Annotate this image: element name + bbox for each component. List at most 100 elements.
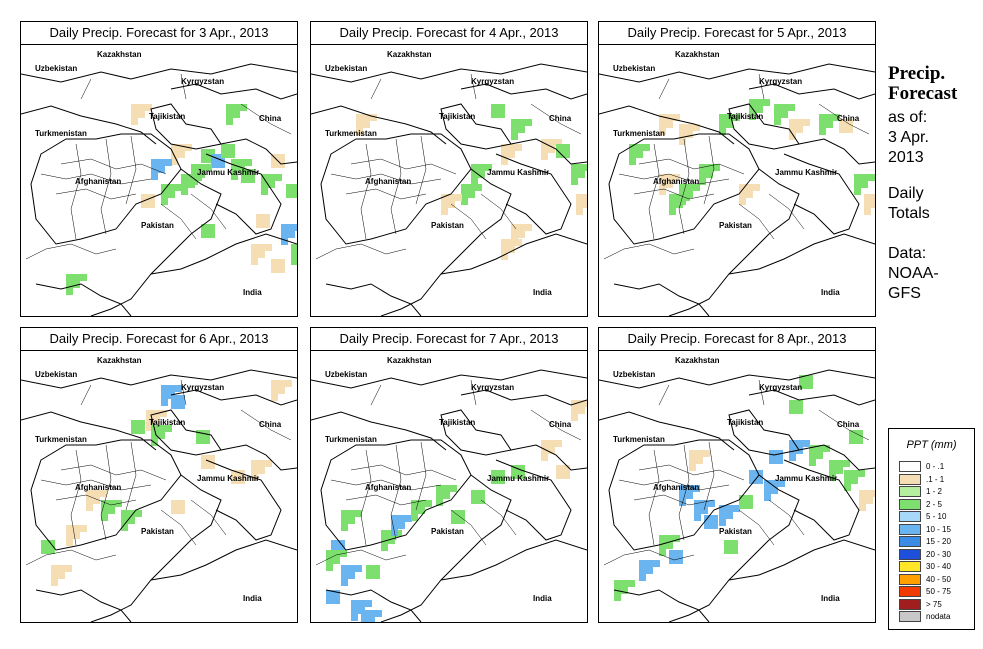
coast — [35, 283, 132, 316]
precip-cell — [391, 515, 398, 522]
precip-cell — [201, 224, 208, 231]
precip-cell — [331, 540, 338, 547]
precip-cell — [356, 114, 363, 121]
precip-cell — [789, 440, 796, 447]
border-pakistan — [90, 168, 222, 316]
label-china: China — [837, 114, 860, 123]
forecast-map: Kazakhstan Uzbekistan Kyrgyzstan Tajikis… — [311, 350, 587, 622]
precip-cell — [873, 490, 875, 497]
panel-title: Daily Precip. Forecast for 5 Apr., 2013 — [599, 22, 875, 45]
precip-cell — [719, 114, 726, 121]
precip-cell — [501, 158, 508, 165]
precip-cell — [578, 400, 585, 407]
precip-cell — [669, 194, 676, 201]
coast — [613, 589, 710, 622]
precip-cell — [271, 266, 278, 273]
precip-cell — [208, 224, 215, 231]
precip-cell — [508, 151, 515, 158]
precip-cell — [704, 522, 711, 529]
precip-cell — [478, 164, 485, 171]
border-china — [220, 444, 297, 471]
precip-cell — [639, 560, 646, 567]
legend-row: nodata — [899, 611, 974, 622]
precip-cell — [711, 522, 718, 529]
heading-line-2: Forecast — [888, 83, 958, 104]
precip-cell — [689, 464, 696, 471]
label-jammu-kashmir: Jammu Kashmir — [775, 474, 837, 483]
legend-swatch — [899, 523, 921, 535]
precip-cell — [694, 507, 701, 514]
precip-cell — [854, 181, 861, 188]
precip-cell — [789, 400, 796, 407]
precip-cell — [233, 104, 240, 111]
precip-cell — [679, 492, 686, 499]
border-uzbekistan — [599, 411, 735, 451]
precip-cell — [80, 525, 87, 532]
precip-cell — [571, 414, 578, 421]
borders — [311, 63, 587, 316]
precip-cell — [819, 121, 826, 128]
precip-cell — [556, 465, 563, 472]
precip-cell — [333, 557, 340, 564]
precip-cell — [679, 485, 686, 492]
border-india — [728, 539, 875, 581]
precip-cell — [629, 144, 636, 151]
precip-cell — [131, 427, 138, 434]
precip-cell — [799, 375, 806, 382]
precip-cell — [703, 450, 710, 457]
precip-cell — [701, 500, 708, 507]
precip-cell — [251, 251, 258, 258]
map-svg: Kazakhstan Uzbekistan Kyrgyzstan Tajikis… — [21, 356, 297, 622]
precip-cell — [231, 173, 238, 180]
precip-cell — [629, 151, 636, 158]
label-kyrgyzstan: Kyrgyzstan — [471, 77, 514, 86]
panel-title: Daily Precip. Forecast for 4 Apr., 2013 — [311, 22, 587, 45]
precip-cell — [771, 487, 778, 494]
precip-cell — [441, 208, 448, 215]
precip-cell — [66, 532, 73, 539]
precip-cell — [511, 126, 518, 133]
precip-cell — [65, 565, 72, 572]
precip-cell — [93, 490, 100, 497]
precip-cell — [789, 126, 796, 133]
precip-cell — [733, 114, 740, 121]
precip-cell — [823, 445, 830, 452]
precip-cell — [341, 517, 348, 524]
precip-cell — [171, 402, 178, 409]
precip-cell — [719, 505, 726, 512]
borders — [599, 369, 875, 622]
precip-cell — [726, 114, 733, 121]
precip-cell — [789, 133, 796, 140]
border-kazakhstan — [21, 63, 297, 83]
precip-cell — [148, 201, 155, 208]
label-afghanistan: Afghanistan — [75, 177, 121, 186]
precip-cell — [789, 454, 796, 461]
label-india: India — [533, 288, 552, 297]
precip-cell — [659, 542, 666, 549]
precip-cell — [679, 124, 686, 131]
precip-cell — [501, 151, 508, 158]
precip-cell — [864, 194, 871, 201]
precip-cell — [753, 184, 760, 191]
precip-cell — [541, 440, 548, 447]
precip-cell — [51, 579, 58, 586]
precip-cell — [355, 510, 362, 517]
precip-cell — [843, 460, 850, 467]
precip-cell — [491, 470, 498, 477]
legend-label: 10 - 15 — [926, 524, 951, 534]
precip-cell — [501, 246, 508, 253]
precip-cell — [395, 530, 402, 537]
precip-cell — [398, 515, 405, 522]
precip-cell — [231, 166, 238, 173]
border-china — [798, 444, 875, 471]
precip-cell — [839, 126, 846, 133]
legend-row: 0 - .1 — [899, 461, 974, 472]
precip-cell — [375, 610, 382, 617]
precip-cell — [288, 231, 295, 238]
precip-cell — [621, 587, 628, 594]
precip-cell — [571, 164, 578, 171]
label-kazakhstan: Kazakhstan — [675, 356, 720, 365]
precip-cell — [271, 259, 278, 266]
precip-cell — [576, 194, 583, 201]
provinces — [603, 379, 870, 566]
